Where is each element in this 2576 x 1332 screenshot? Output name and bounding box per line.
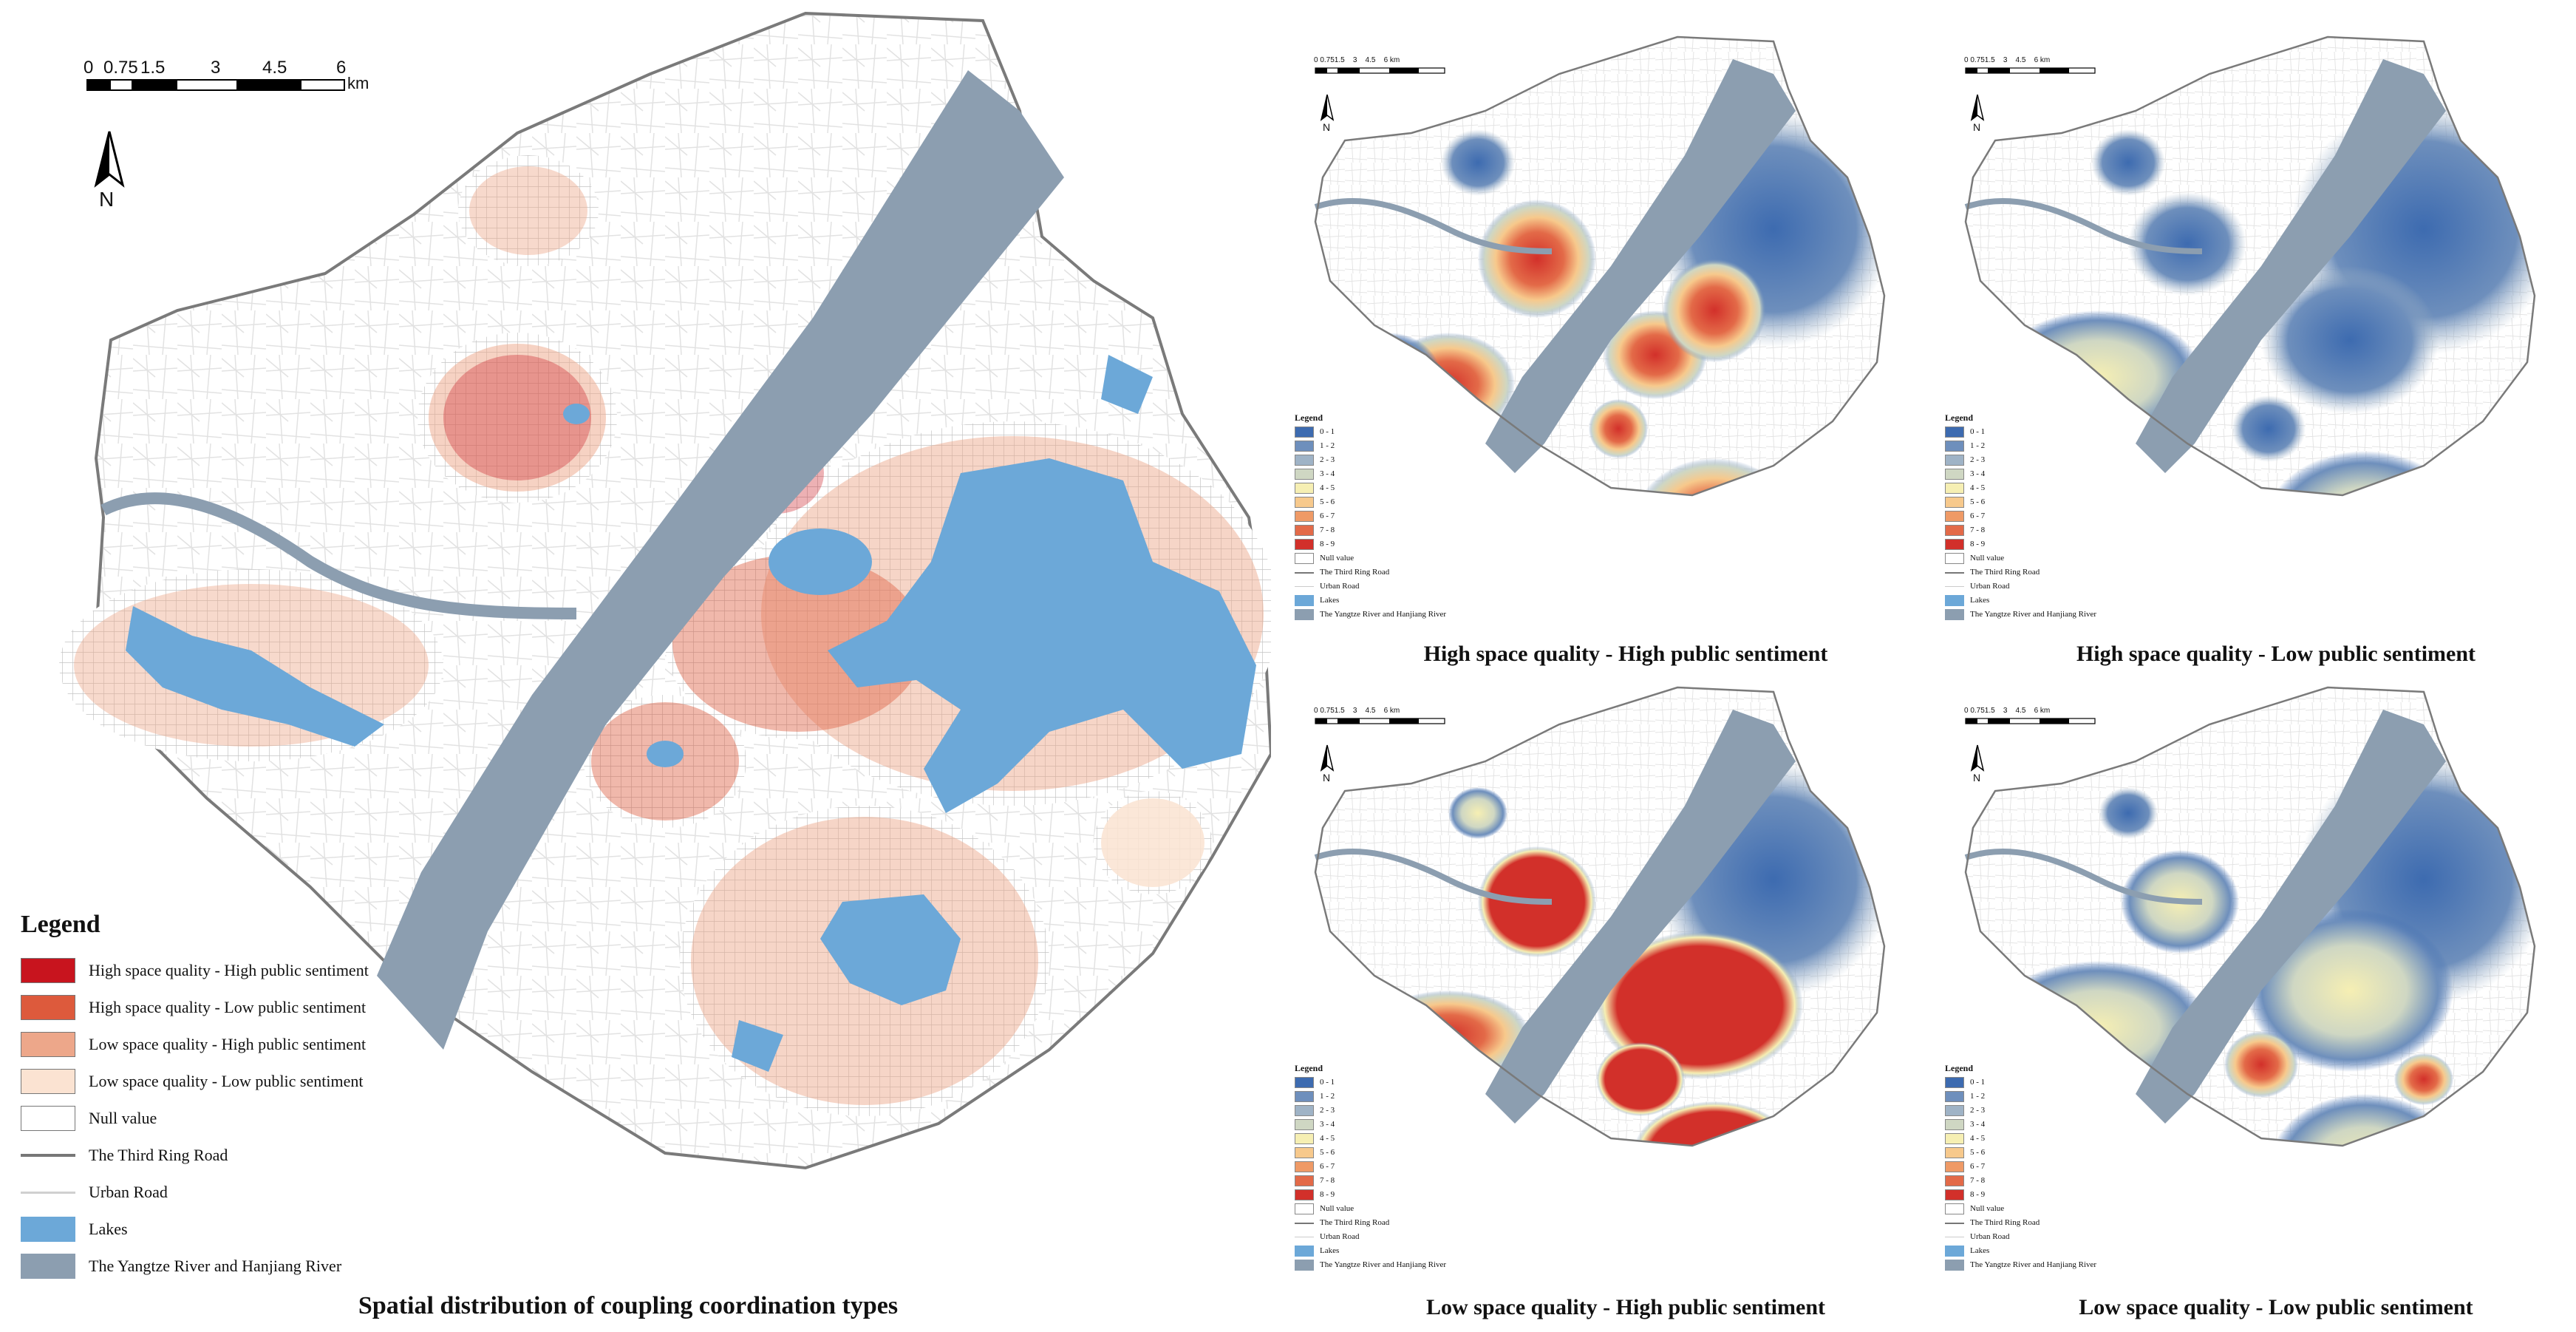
small-north-label: N	[1973, 772, 1981, 784]
small-scale-ticks: 0 0.751.5 3 4.5 6 km	[1314, 707, 1400, 715]
main-map	[59, 11, 1271, 1170]
legend-item: High space quality - High public sentime…	[21, 952, 464, 989]
scale-tick: 4.5	[262, 58, 287, 78]
scale-tick: 0	[84, 58, 94, 78]
legend-item: Lakes	[21, 1211, 464, 1248]
scale-bar	[86, 79, 345, 91]
rivers	[100, 70, 1064, 1050]
small-scale-ticks: 0 0.751.5 3 4.5 6 km	[1964, 707, 2051, 715]
panel-caption: Low space quality - High public sentimen…	[1425, 1295, 1826, 1319]
panel-caption: High space quality - Low public sentimen…	[2076, 642, 2476, 666]
legend-item: High space quality - Low public sentimen…	[21, 989, 464, 1026]
small-scale-ticks: 0 0.751.5 3 4.5 6 km	[1964, 56, 2051, 64]
legend-title: Legend	[21, 911, 100, 938]
small-legend: Legend 0 - 1 1 - 2 2 - 3 3 - 4 4 - 5 5 -…	[1295, 1063, 1447, 1271]
panel-caption: High space quality - High public sentime…	[1423, 642, 1828, 666]
legend-item: Null value	[21, 1100, 464, 1137]
main-legend: Legend High space quality - High public …	[21, 911, 464, 1285]
small-legend: Legend 0 - 1 1 - 2 2 - 3 3 - 4 4 - 5 5 -…	[1945, 412, 2097, 620]
legend-item: Low space quality - Low public sentiment	[21, 1063, 464, 1100]
small-north-label: N	[1323, 772, 1331, 784]
north-label: N	[99, 188, 115, 211]
legend-item: Urban Road	[21, 1174, 464, 1211]
legend-item: The Third Ring Road	[21, 1137, 464, 1174]
legend-item: The Yangtze River and Hanjiang River	[21, 1248, 464, 1285]
main-caption: Spatial distribution of coupling coordin…	[358, 1292, 899, 1319]
small-legend: Legend 0 - 1 1 - 2 2 - 3 3 - 4 4 - 5 5 -…	[1295, 412, 1447, 620]
legend-item: Low space quality - High public sentimen…	[21, 1026, 464, 1063]
panel-caption: Low space quality - Low public sentiment	[2079, 1295, 2473, 1319]
small-north-label: N	[1323, 121, 1331, 133]
small-north-label: N	[1973, 121, 1981, 133]
scale-tick: 3	[211, 58, 221, 78]
scale-tick: 6	[336, 58, 347, 78]
scale-unit: km	[347, 74, 369, 92]
small-legend: Legend 0 - 1 1 - 2 2 - 3 3 - 4 4 - 5 5 -…	[1945, 1063, 2097, 1271]
lakes	[126, 355, 1256, 1072]
small-scale-ticks: 0 0.751.5 3 4.5 6 km	[1314, 56, 1400, 64]
scale-tick: 0.75	[103, 58, 138, 78]
scale-tick: 1.5	[140, 58, 166, 78]
north-arrow-icon	[94, 131, 125, 188]
